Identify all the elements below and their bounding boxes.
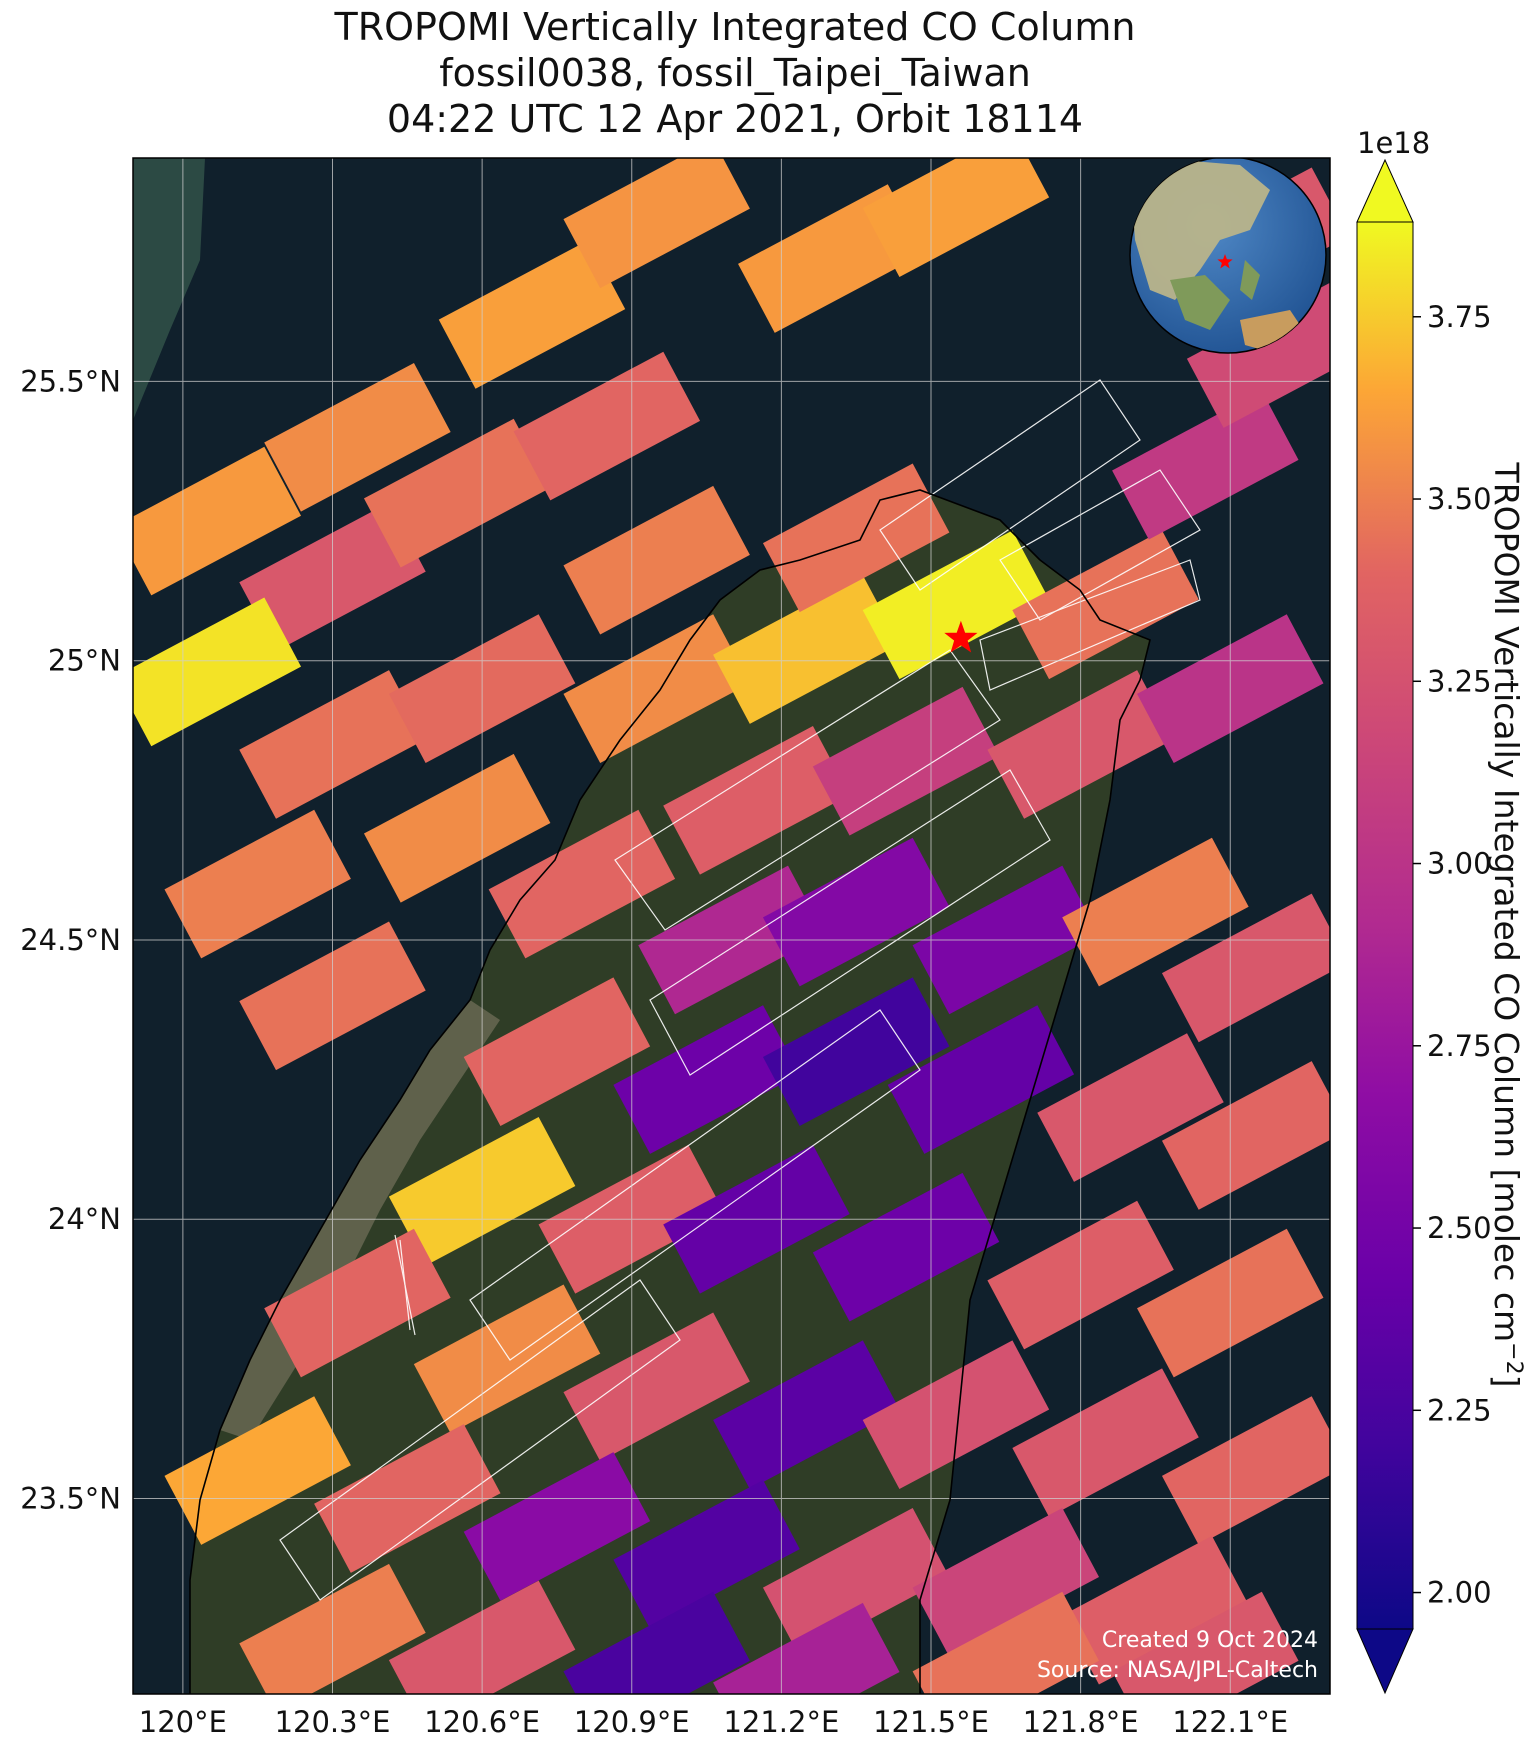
co-pixel: [613, 1005, 800, 1154]
footprint-grid-overlay: [279, 379, 1201, 1601]
colorbar-gradient: [1356, 221, 1414, 1630]
colorbar-tick-label: 3.00: [1427, 847, 1492, 881]
lon-tick-label: 120.6°E: [424, 1705, 540, 1739]
taiwan-coastline: [189, 489, 1151, 1694]
lat-tick-label: 25°N: [48, 644, 121, 678]
co-pixel: [862, 530, 1050, 680]
co-pixel: [613, 1480, 800, 1629]
co-pixel: [133, 597, 302, 747]
co-pixel: [912, 1507, 1100, 1657]
lat-tick-label: 24°N: [48, 1202, 121, 1236]
co-pixel: [1161, 1396, 1330, 1545]
co-pixel: [762, 1507, 950, 1657]
co-pixel: [563, 485, 750, 635]
co-pixel: [463, 977, 651, 1126]
title-line-1: TROPOMI Vertically Integrated CO Column: [334, 5, 1136, 49]
co-pixel: [1186, 279, 1330, 428]
lon-tick-label: 121.2°E: [723, 1705, 839, 1739]
lon-tick-label: 121.5°E: [873, 1705, 989, 1739]
created-credit: Created 9 Oct 2024: [1102, 1628, 1318, 1653]
co-pixel: [713, 575, 900, 724]
co-pixel: [713, 1340, 900, 1490]
lon-tick-label: 121.8°E: [1023, 1705, 1139, 1739]
target-star-icon: [944, 620, 978, 653]
y-axis-ticks: 25.5°N 25°N 24.5°N 24°N 23.5°N: [20, 364, 121, 1515]
co-pixel: [563, 158, 750, 289]
title-line-3: 04:22 UTC 12 Apr 2021, Orbit 18114: [386, 97, 1084, 141]
co-pixel: [713, 1602, 900, 1694]
co-pixel: [862, 158, 1050, 278]
co-pixel: [887, 1005, 1075, 1154]
co-pixel: [133, 446, 302, 596]
co-pixel: [1161, 893, 1330, 1043]
co-pixel: [762, 463, 950, 613]
co-pixel: [363, 418, 551, 568]
co-pixel: [463, 1452, 651, 1601]
co-pixel: [862, 1340, 1050, 1490]
map-panel: Created 9 Oct 2024 Source: NASA/JPL-Calt…: [133, 158, 1330, 1694]
x-axis-ticks: 120°E 120.3°E 120.6°E 120.9°E 121.2°E 121.5°E…: [139, 1705, 1288, 1739]
source-credit: Source: NASA/JPL-Caltech: [1037, 1658, 1318, 1683]
co-pixel: [164, 809, 351, 959]
colorbar: 2.00 2.25 2.50 2.75 3.00 3.25 3.50 3.75 1e18 TR…: [1356, 126, 1527, 1695]
co-pixel: [912, 1591, 1100, 1694]
globe-locator-icon: [1129, 158, 1327, 354]
lon-tick-label: 120.3°E: [275, 1705, 391, 1739]
colorbar-tick-label: 3.50: [1427, 482, 1492, 516]
colorbar-tick-label: 2.00: [1427, 1576, 1492, 1610]
co-pixel: [1012, 1368, 1199, 1517]
colorbar-tick-label: 2.50: [1427, 1211, 1492, 1245]
co-pixel: [1112, 1591, 1299, 1694]
co-pixel: [363, 753, 551, 903]
co-pixel: [488, 809, 676, 959]
co-pixel: [1112, 390, 1299, 540]
co-pixel: [438, 240, 626, 389]
co-pixel: [563, 1312, 750, 1462]
co-pixel: [1012, 530, 1199, 680]
co-pixel: [762, 977, 950, 1126]
lat-tick-label: 25.5°N: [20, 364, 121, 398]
mainland-coast: [133, 158, 205, 420]
lat-tick-label: 24.5°N: [20, 923, 121, 957]
co-pixel: [1037, 1033, 1224, 1182]
co-pixel: [563, 614, 750, 763]
co-pixel: [164, 1396, 351, 1545]
co-pixel: [812, 686, 1000, 836]
colorbar-tick-label: 3.25: [1427, 664, 1492, 698]
colorbar-tick-label: 2.25: [1427, 1393, 1492, 1427]
colorbar-tick-label: 3.75: [1427, 300, 1492, 334]
figure-title: TROPOMI Vertically Integrated CO Column …: [0, 4, 1470, 142]
title-line-2: fossil0038, fossil_Taipei_Taiwan: [439, 51, 1031, 95]
lat-tick-label: 23.5°N: [20, 1482, 121, 1516]
colorbar-ticks: 2.00 2.25 2.50 2.75 3.00 3.25 3.50 3.75: [1413, 300, 1492, 1610]
co-pixel: [812, 1172, 1000, 1322]
co-pixel: [1062, 1535, 1249, 1685]
co-pixel: [563, 1591, 750, 1694]
co-pixel: [413, 1284, 601, 1434]
co-pixel: [1161, 1061, 1330, 1210]
co-pixel: [762, 837, 950, 987]
lon-tick-label: 120°E: [139, 1705, 227, 1739]
lon-tick-label: 120.9°E: [574, 1705, 690, 1739]
colorbar-extend-bottom: [1356, 1628, 1414, 1695]
colorbar-multiplier: 1e18: [1357, 126, 1430, 160]
co-pixel: [663, 726, 850, 875]
map-frame: [132, 157, 1331, 1695]
lon-tick-label: 122.1°E: [1172, 1705, 1288, 1739]
colorbar-tick-label: 2.75: [1427, 1029, 1492, 1063]
co-pixel: [513, 351, 701, 501]
co-pixel: [264, 362, 451, 512]
colorbar-extend-top: [1356, 158, 1414, 223]
co-pixel: [1062, 837, 1249, 987]
co-pixel: [264, 1228, 451, 1378]
colorbar-label: TROPOMI Vertically Integrated CO Column …: [1487, 462, 1527, 1388]
globe-marker-star-icon: [1217, 254, 1233, 269]
map-gridlines: [133, 158, 1330, 1694]
